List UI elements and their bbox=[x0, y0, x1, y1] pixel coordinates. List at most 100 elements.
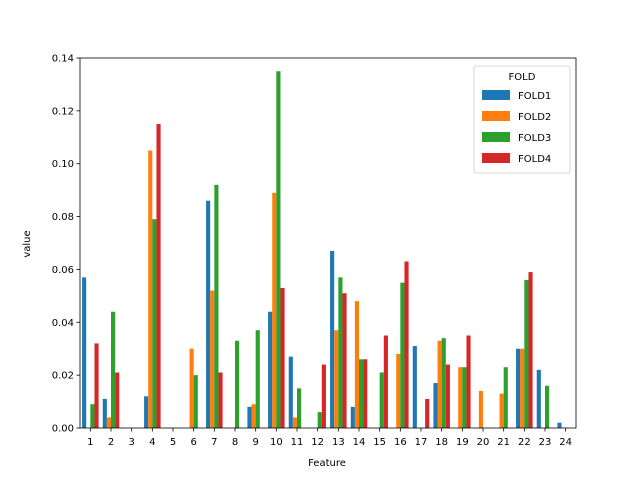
bar-fold4-18 bbox=[445, 364, 450, 428]
x-tick-label: 7 bbox=[211, 437, 217, 448]
bar-fold3-21 bbox=[503, 367, 508, 428]
legend-swatch-fold4 bbox=[482, 153, 510, 163]
x-tick-label: 1 bbox=[87, 437, 93, 448]
bar-fold4-14 bbox=[363, 359, 368, 428]
bar-fold1-17 bbox=[412, 346, 417, 428]
bar-fold4-16 bbox=[404, 261, 409, 428]
bar-fold3-15 bbox=[379, 372, 384, 428]
legend-swatch-fold3 bbox=[482, 132, 510, 142]
bar-fold4-17 bbox=[425, 398, 430, 428]
bar-fold4-2 bbox=[115, 372, 120, 428]
bar-fold3-11 bbox=[297, 388, 302, 428]
bar-fold4-10 bbox=[280, 287, 285, 428]
y-tick-label: 0.12 bbox=[52, 106, 74, 117]
x-tick-label: 17 bbox=[415, 437, 428, 448]
x-tick-label: 5 bbox=[170, 437, 176, 448]
bar-fold2-6 bbox=[189, 348, 194, 428]
x-tick-label: 2 bbox=[108, 437, 114, 448]
y-tick-label: 0.14 bbox=[52, 54, 74, 65]
x-tick-label: 19 bbox=[456, 437, 469, 448]
bar-fold3-2 bbox=[111, 311, 116, 428]
x-tick-label: 10 bbox=[270, 437, 283, 448]
legend-title: FOLD bbox=[509, 72, 536, 83]
bar-fold1-4 bbox=[144, 396, 149, 428]
bar-fold2-20 bbox=[478, 391, 483, 428]
bar-fold3-9 bbox=[255, 330, 260, 428]
legend-swatch-fold1 bbox=[482, 90, 510, 100]
bar-fold2-16 bbox=[396, 354, 401, 428]
x-tick-label: 12 bbox=[311, 437, 324, 448]
x-tick-label: 21 bbox=[497, 437, 510, 448]
bar-fold3-8 bbox=[235, 340, 240, 428]
x-tick-label: 6 bbox=[190, 437, 196, 448]
bar-fold3-1 bbox=[90, 404, 95, 428]
legend: FOLD FOLD1 FOLD2 FOLD3 FOLD4 bbox=[473, 65, 571, 174]
x-tick-label: 22 bbox=[518, 437, 531, 448]
x-tick-label: 14 bbox=[353, 437, 366, 448]
bar-fold1-18 bbox=[433, 383, 438, 428]
bar-fold2-9 bbox=[251, 404, 256, 428]
bar-fold3-6 bbox=[193, 375, 198, 428]
bar-fold4-4 bbox=[156, 124, 161, 429]
bar-fold3-18 bbox=[441, 338, 446, 428]
bar-fold2-18 bbox=[437, 340, 442, 428]
bar-fold3-14 bbox=[359, 359, 364, 428]
bar-fold2-10 bbox=[272, 192, 277, 428]
bars-group bbox=[82, 71, 562, 429]
bar-fold2-19 bbox=[458, 367, 463, 428]
x-tick-label: 23 bbox=[539, 437, 552, 448]
bar-fold1-24 bbox=[557, 422, 562, 428]
legend-label-fold2: FOLD2 bbox=[518, 112, 551, 123]
bar-fold3-12 bbox=[317, 412, 322, 428]
bar-fold2-22 bbox=[520, 348, 525, 428]
bar-fold2-13 bbox=[334, 330, 339, 428]
x-tick-label: 18 bbox=[435, 437, 448, 448]
axes-group: 0.000.020.040.060.080.100.120.141 2 3 4 5 6 7 8… bbox=[52, 54, 577, 448]
bar-fold2-4 bbox=[148, 150, 153, 428]
y-tick-label: 0.02 bbox=[52, 371, 74, 382]
x-tick-label: 9 bbox=[252, 437, 258, 448]
x-tick-label: 8 bbox=[232, 437, 238, 448]
bar-fold4-22 bbox=[528, 272, 533, 428]
legend-swatch-fold2 bbox=[482, 111, 510, 121]
bar-fold2-2 bbox=[106, 417, 111, 428]
y-tick-label: 0.10 bbox=[52, 159, 74, 170]
x-tick-label: 13 bbox=[332, 437, 345, 448]
y-tick-label: 0.00 bbox=[52, 424, 74, 435]
y-tick-label: 0.04 bbox=[52, 318, 74, 329]
bar-fold1-2 bbox=[102, 398, 107, 428]
bar-fold4-13 bbox=[342, 293, 347, 428]
x-tick-label: 15 bbox=[373, 437, 386, 448]
bar-fold1-13 bbox=[330, 250, 335, 428]
bar-fold3-7 bbox=[214, 184, 219, 428]
bar-fold4-7 bbox=[218, 372, 223, 428]
bar-fold3-10 bbox=[276, 71, 281, 428]
bar-fold3-22 bbox=[524, 280, 529, 428]
bar-fold1-1 bbox=[82, 277, 87, 428]
y-tick-label: 0.06 bbox=[52, 265, 74, 276]
bar-fold1-7 bbox=[206, 200, 211, 428]
legend-label-fold3: FOLD3 bbox=[518, 133, 551, 144]
bar-fold1-10 bbox=[268, 311, 273, 428]
bar-fold1-22 bbox=[516, 348, 521, 428]
bar-fold1-14 bbox=[350, 406, 355, 428]
bar-fold1-23 bbox=[536, 369, 541, 428]
x-tick-label: 16 bbox=[394, 437, 407, 448]
bar-fold2-11 bbox=[292, 417, 297, 428]
bar-fold3-4 bbox=[152, 219, 157, 428]
x-axis-label: Feature bbox=[308, 458, 346, 469]
y-axis-label: value bbox=[22, 230, 33, 257]
bar-fold4-15 bbox=[383, 335, 388, 428]
bar-fold4-12 bbox=[321, 364, 326, 428]
x-tick-label: 11 bbox=[291, 437, 304, 448]
bar-fold3-13 bbox=[338, 277, 343, 428]
bar-fold3-19 bbox=[462, 367, 467, 428]
bar-fold2-7 bbox=[210, 290, 215, 428]
bar-fold1-9 bbox=[247, 406, 252, 428]
x-tick-label: 20 bbox=[477, 437, 490, 448]
x-tick-label: 3 bbox=[128, 437, 134, 448]
bar-fold3-16 bbox=[400, 282, 405, 428]
plot-frame bbox=[79, 57, 577, 429]
bar-fold2-21 bbox=[499, 393, 504, 428]
